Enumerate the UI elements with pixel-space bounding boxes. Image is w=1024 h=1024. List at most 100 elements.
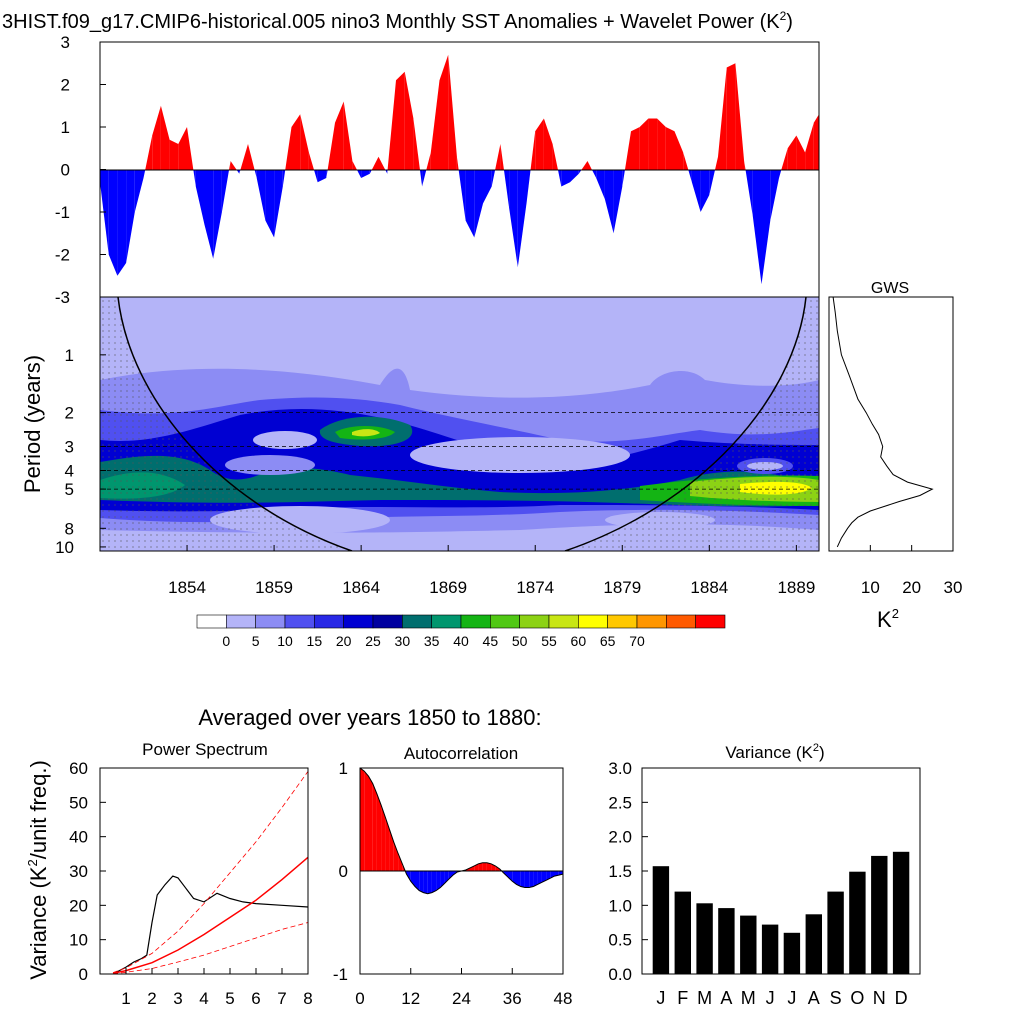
variance-bar [892,851,910,974]
colorbar-swatch [666,614,696,629]
colorbar-label: 50 [512,633,528,649]
colorbar-label: 70 [629,633,645,649]
anomaly-positive-segment [631,127,640,170]
wavelet-y-tick-label: 4 [65,461,74,480]
anomaly-positive-segment [530,131,536,170]
anomaly-positive-segment [169,139,179,170]
colorbar-swatch [402,614,432,629]
autocorrelation-x-tick-label: 24 [452,989,471,1008]
power-spectrum-frame [99,767,309,975]
autocorrelation-y-tick-label: 0 [339,862,348,881]
timeseries-y-tick-label: 1 [61,118,70,137]
anomaly-positive-segment [674,131,684,170]
timeseries-y-tick-label: -1 [55,203,70,222]
cone-of-influence-right [565,297,819,551]
autocorrelation-x-tick-label: 0 [355,989,364,1008]
anomaly-negative-segment [143,169,146,178]
autocorrelation-x-tick-label: 12 [401,989,420,1008]
anomaly-positive-segment [735,63,745,170]
variance-y-tick-label: 1.5 [608,862,632,881]
gws-panel: GWS 10 20 30 K2 [828,280,962,632]
anomaly-negative-segment [239,169,241,174]
variance-bar [718,908,735,974]
variance-month-label: J [766,988,775,1008]
autocorrelation-positive-segment [385,817,390,871]
power-spectrum-x-tick-label: 6 [251,989,260,1008]
wavelet-y-axis: 1 2 3 45 810 [55,346,106,557]
anomaly-negative-segment [126,169,135,263]
colorbar-swatch [314,614,344,629]
variance-month-label: S [830,988,842,1008]
anomaly-negative-segment [526,169,531,204]
figure-title: 3HIST.f09_g17.CMIP6-historical.005 nino3… [2,9,793,33]
anomaly-negative-segment [688,169,692,183]
anomaly-positive-segment [439,54,449,170]
power-spectrum-title: Power Spectrum [142,740,268,759]
variance-bar [827,891,844,974]
power-spectrum-axes: 0 10 20 30 40 50 60 1 2 3 4 5 6 7 8 [69,759,313,1008]
colorbar-label: 55 [541,633,557,649]
anomaly-positive-segment [456,156,459,170]
anomaly-positive-segment [805,122,814,170]
anomaly-negative-segment [221,169,230,212]
anomaly-negative-segment [578,169,582,174]
anomaly-negative-segment [700,169,710,212]
colorbar-swatch [607,614,638,629]
power-spectrum-x-tick-label: 4 [199,989,208,1008]
variance-month-label: F [677,988,688,1008]
autocorrelation-negative-segment [508,871,513,882]
anomaly-positive-segment [152,105,161,170]
anomaly-positive-segment [796,135,806,170]
colorbar: 0 5 10 15 20 25 30 35 40 45 50 55 60 65 70 [196,614,726,649]
anomaly-negative-segment [265,169,275,238]
autocorrelation-positive-segment [482,862,487,871]
anomaly-negative-segment [561,169,570,187]
variance-bar [761,924,779,974]
gws-x-tick-label: 20 [902,578,921,597]
wavelet-panel: 1 2 3 45 810 1854 1859 1864 1869 1874 1879 1884 188… [20,296,820,597]
anomaly-negative-segment [282,169,286,187]
variance-month-label: O [850,988,864,1008]
variance-month-label: A [808,988,820,1008]
anomaly-positive-segment [552,144,558,170]
anomaly-negative-segment [313,169,318,183]
ps-ylabel-main: Variance (K [26,866,51,980]
anomaly-positive-segment [625,131,631,170]
power-spectrum-x-tick-label: 1 [121,989,130,1008]
title-main: 3HIST.f09_g17.CMIP6-historical.005 nino3… [2,11,780,33]
variance-title-close: ) [819,743,825,762]
anomaly-positive-segment [285,127,292,170]
colorbar-swatch [695,614,726,629]
anomaly-positive-segment [665,127,675,170]
anomaly-positive-segment [396,71,405,170]
autocorrelation-negative-segment [448,871,453,880]
anomaly-positive-segment [343,101,353,170]
timeseries-y-tick-label: 3 [61,33,70,52]
anomaly-negative-segment [236,169,240,174]
wavelet-dashed-periods [100,412,819,490]
anomaly-positive-segment [387,80,396,170]
power-spectrum-x-tick-label: 8 [303,989,312,1008]
timeseries-y-tick-label: -3 [55,288,70,307]
anomaly-negative-segment [274,169,283,238]
anomaly-positive-segment [657,118,666,170]
anomaly-positive-segment [495,144,501,170]
autocorrelation-y-tick-label: 1 [339,759,348,778]
variance-bar [783,932,801,974]
timeseries-y-axis: -3 -2 -1 0 1 2 3 [55,33,106,307]
anomaly-positive-segment [335,101,344,170]
variance-y-tick-label: 2.0 [608,828,632,847]
gws-xlabel-k: K [877,607,892,632]
ps-ylabel-sup: 2 [25,859,40,866]
timeseries-y-tick-label: 0 [61,161,70,180]
autocorrelation-positive-segment [478,862,483,871]
colorbar-label: 0 [222,633,230,649]
autocorrelation-negative-segment [423,871,428,894]
anomaly-positive-segment [543,118,553,170]
anomaly-negative-segment [474,169,483,238]
colorbar-swatch [636,614,667,629]
variance-axes: 0.0 0.5 1.0 1.5 2.0 2.5 3.0 [608,759,648,984]
cone-of-influence-left [100,297,352,551]
autocorrelation-negative-segment [529,871,534,888]
anomaly-positive-segment [229,161,231,170]
